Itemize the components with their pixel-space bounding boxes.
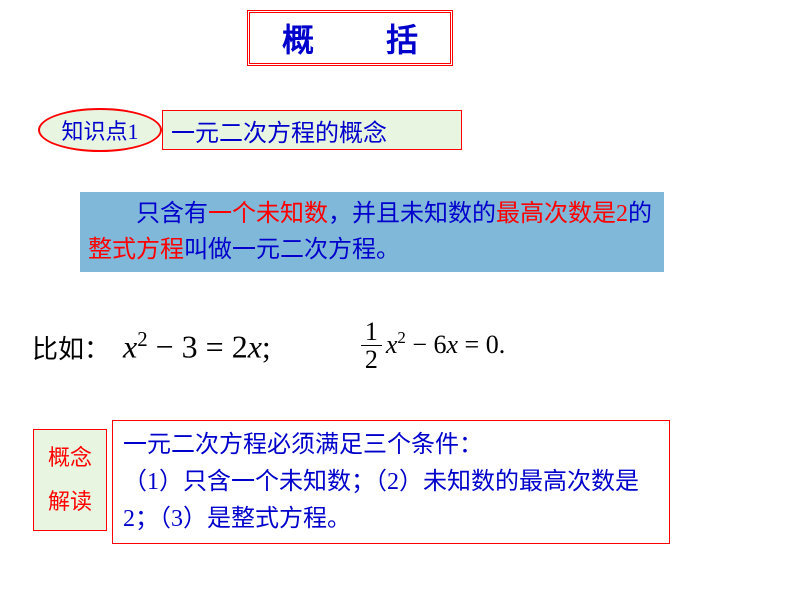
conditions-heading: 一元二次方程必须满足三个条件： — [123, 427, 659, 464]
knowledge-point-label: 知识点1 — [61, 114, 138, 146]
def-p3: 的 — [628, 201, 652, 227]
eq1-sq: 2 — [137, 328, 147, 351]
eq1-x2: x — [248, 329, 262, 365]
knowledge-point-ellipse: 知识点1 — [38, 108, 162, 152]
def-p1: 只含有 — [136, 201, 208, 227]
cond3-paren: （3） — [159, 506, 207, 532]
def-p4: 叫做一元二次方程。 — [184, 237, 400, 263]
concept-title-box: 一元二次方程的概念 — [162, 110, 462, 150]
eq2-x2: x — [446, 330, 458, 359]
eq1-semi: ; — [262, 329, 271, 365]
cond1-text: 只含一个未知数； — [183, 469, 375, 495]
interpret-line1: 概念 — [48, 438, 92, 478]
title-box: 概 括 — [247, 10, 453, 66]
interpret-box: 概念 解读 — [33, 429, 107, 531]
def-p2: ，并且未知数的 — [328, 201, 496, 227]
eq2-x: x — [386, 330, 398, 359]
eq2-fraction: 1 2 — [361, 319, 382, 375]
eq2-sq: 2 — [397, 328, 405, 347]
equation-1: x2 − 3 = 2x; — [123, 328, 271, 366]
definition-box: 只含有一个未知数，并且未知数的最高次数是2的整式方程叫做一元二次方程。 — [80, 192, 664, 272]
definition-text: 只含有一个未知数，并且未知数的最高次数是2的整式方程叫做一元二次方程。 — [88, 201, 652, 263]
def-r1: 一个未知数 — [208, 201, 328, 227]
cond1-paren: （1） — [123, 469, 183, 495]
concept-title: 一元二次方程的概念 — [171, 113, 387, 148]
interpret-line2: 解读 — [48, 482, 92, 522]
equation-2: 1 2 x2 − 6x = 0. — [361, 319, 505, 375]
conditions-list: （1）只含一个未知数；（2）未知数的最高次数是2；（3）是整式方程。 — [123, 464, 659, 538]
eq2-den: 2 — [361, 346, 382, 375]
eq2-num: 1 — [361, 319, 382, 346]
eq1-x: x — [123, 329, 137, 365]
eq1-mid: − 3 = 2 — [148, 329, 248, 365]
eq2-eqz: = 0. — [458, 330, 505, 359]
cond2-paren: （2） — [375, 469, 423, 495]
cond3-text: 是整式方程。 — [207, 506, 351, 532]
conditions-box: 一元二次方程必须满足三个条件： （1）只含一个未知数；（2）未知数的最高次数是2… — [112, 420, 670, 544]
def-indent — [88, 201, 136, 227]
example-label: 比如： — [32, 329, 110, 366]
eq2-mid: − 6 — [406, 330, 447, 359]
def-r2: 最高次数是2 — [496, 201, 628, 227]
example-row: 比如： x2 − 3 = 2x; 1 2 x2 − 6x = 0. — [32, 312, 732, 382]
page-title: 概 括 — [262, 15, 438, 61]
def-r3: 整式方程 — [88, 237, 184, 263]
